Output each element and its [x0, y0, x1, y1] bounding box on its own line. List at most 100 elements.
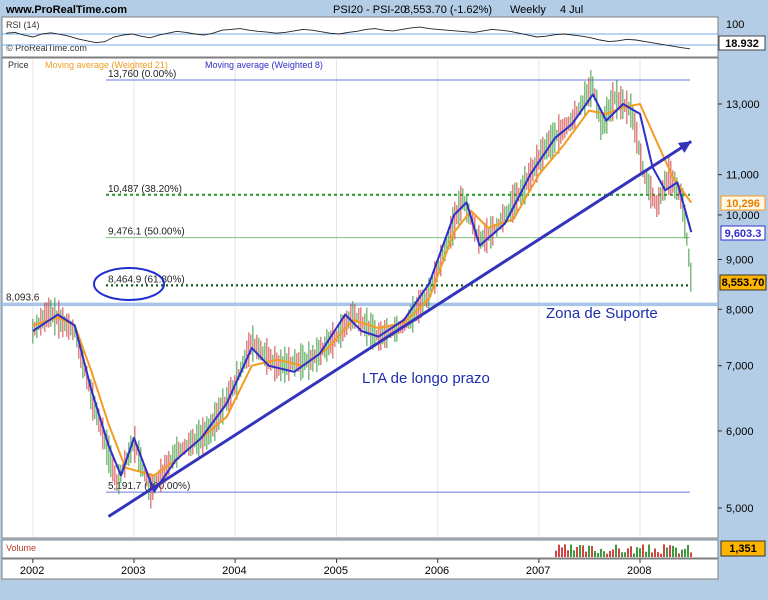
price-grid — [32, 59, 641, 537]
volume-bar — [645, 551, 647, 557]
volume-bar — [576, 547, 578, 557]
series-line — [32, 103, 693, 477]
volume-bar — [594, 550, 596, 557]
volume-bar — [669, 545, 671, 557]
last-price-badge — [719, 274, 767, 291]
volume-bar — [660, 553, 662, 557]
x-axis-panel — [1, 558, 719, 580]
volume-bar — [597, 552, 599, 557]
volume-bar — [558, 544, 560, 557]
legend-price: Price — [8, 60, 29, 70]
volume-bar — [636, 547, 638, 557]
volume-bar — [621, 552, 623, 557]
fib-label: 13,760 (0.00%) — [108, 69, 176, 80]
ma8-badge — [720, 225, 766, 241]
ma21-badge-value: 10,296 — [726, 198, 760, 210]
volume-bar — [675, 547, 677, 557]
volume-current: 1,351 — [729, 543, 757, 555]
support-zone-annotation: Zona de Suporte — [546, 305, 658, 322]
ma8-line — [32, 93, 693, 493]
x-tick-label: 2007 — [526, 565, 550, 577]
volume-bar — [633, 553, 635, 557]
volume-bar — [663, 544, 665, 557]
y-tick-label: 8,000 — [726, 304, 754, 316]
price-change: 8,553.70 (-1.62%) — [404, 4, 492, 16]
legend-ma8: Moving average (Weighted 8) — [205, 60, 323, 70]
volume-bar — [615, 544, 617, 557]
trendline — [107, 140, 693, 518]
volume-bar — [678, 553, 680, 557]
rsi-current-value: 18.932 — [725, 38, 759, 50]
volume-bar — [612, 549, 614, 557]
volume-bar — [684, 548, 686, 557]
trendline-line — [107, 140, 693, 518]
volume-bar — [666, 547, 668, 557]
period-label: Weekly — [510, 4, 546, 16]
volume-bar — [585, 551, 587, 557]
volume-bar — [630, 546, 632, 557]
volume-bar — [555, 550, 557, 557]
site-title[interactable]: www.ProRealTime.com — [5, 4, 127, 16]
y-tick-label: 5,000 — [726, 503, 754, 515]
rsi-current-badge — [718, 35, 766, 51]
volume-bar — [573, 550, 575, 557]
x-tick-label: 2002 — [20, 565, 44, 577]
fib-label: 10,487 (38.20%) — [108, 184, 182, 195]
rsi-watermark: © ProRealTime.com — [6, 43, 87, 53]
series-line — [32, 93, 693, 493]
x-tick-label: 2003 — [121, 565, 145, 577]
rsi-line — [5, 26, 691, 50]
volume-label: Volume — [6, 543, 36, 553]
y-tick-label: 9,000 — [726, 254, 754, 266]
volume-bar — [651, 552, 653, 557]
volume-panel — [1, 539, 719, 559]
fib-label: 8,464.9 (61.80%) — [108, 274, 185, 285]
trendline-annotation: LTA de longo prazo — [362, 370, 490, 387]
y-axis: 13,000 11,000 10,000 9,000 8,000 7,000 6,000 5,… — [718, 99, 760, 515]
last-price-value: 8,553.70 — [722, 277, 765, 289]
fib-label: 9,476.1 (50.00%) — [108, 227, 185, 238]
rsi-scale-top: 100 — [726, 19, 744, 31]
x-tick-label: 2008 — [627, 565, 651, 577]
volume-bar — [618, 548, 620, 557]
volume-bar — [561, 547, 563, 557]
volume-bar — [606, 553, 608, 557]
volume-bar — [600, 548, 602, 557]
volume-bar — [588, 545, 590, 557]
volume-badge — [720, 540, 766, 557]
volume-bar — [624, 552, 626, 557]
volume-bar — [603, 551, 605, 557]
legend-ma21: Moving average (Weighted 21) — [45, 60, 168, 70]
volume-bar — [654, 548, 656, 557]
y-tick-label: 10,000 — [726, 210, 760, 222]
volume-bar — [591, 545, 593, 557]
highlight-ellipse — [93, 267, 165, 301]
volume-bar — [681, 549, 683, 557]
volume-bar — [657, 552, 659, 557]
volume-bar — [672, 545, 674, 557]
volume-bar — [690, 552, 692, 557]
support-label: 8,093.6 — [6, 292, 40, 303]
volume-bar — [567, 550, 569, 557]
y-tick-label: 7,000 — [726, 361, 754, 373]
volume-bar — [639, 548, 641, 557]
y-tick-label: 11,000 — [726, 170, 759, 182]
volume-bar — [648, 544, 650, 557]
volume-bar — [642, 544, 644, 557]
volume-bar — [582, 545, 584, 557]
volume-bar — [609, 550, 611, 557]
rsi-path — [5, 26, 691, 50]
trendline-arrow — [677, 141, 692, 153]
volume-bar — [570, 544, 572, 557]
volume-bar — [579, 545, 581, 557]
x-axis: 2002 2003 2004 2005 2006 2007 2008 — [20, 559, 651, 577]
ma21-line — [32, 103, 693, 477]
rsi-label: RSI (14) — [6, 20, 40, 30]
ma21-badge — [720, 195, 766, 211]
date-label: 4 Jul — [560, 4, 583, 16]
x-tick-label: 2005 — [324, 565, 348, 577]
instrument-title: PSI20 - PSI-20 — [333, 4, 406, 16]
y-tick-label: 6,000 — [726, 426, 754, 438]
volume-bar — [564, 544, 566, 557]
